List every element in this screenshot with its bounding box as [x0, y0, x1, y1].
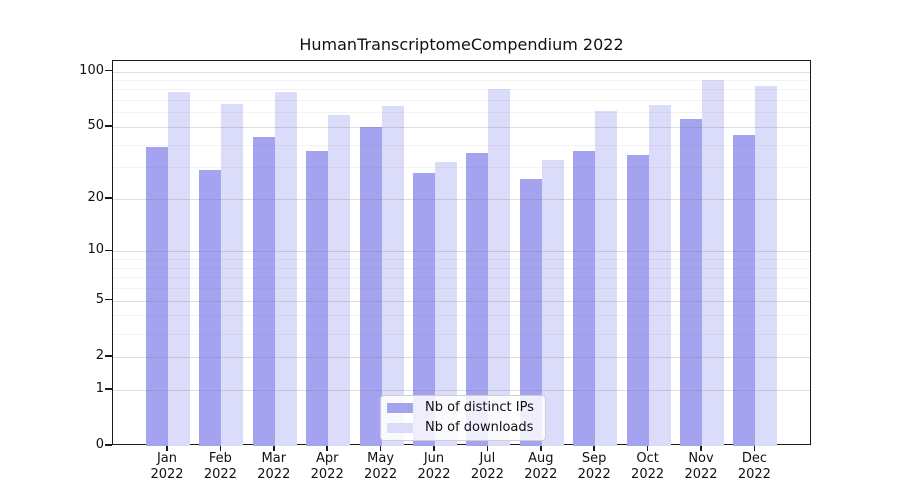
bar-nb-of-downloads-feb-2022 — [221, 103, 244, 446]
bar-nb-of-distinct-ips-jul-2022 — [466, 153, 489, 446]
legend-label-distinct-ips: Nb of distinct IPs — [425, 400, 534, 415]
x-tick-label-jun: Jun 2022 — [417, 451, 451, 482]
bar-nb-of-downloads-mar-2022 — [274, 92, 297, 446]
y-tick-label-20: 20 — [87, 189, 104, 205]
y-tick-mark-20 — [105, 197, 112, 199]
x-tick-label-sep: Sep 2022 — [577, 451, 611, 482]
x-tick-mark-jan — [166, 445, 168, 451]
bars-layer — [113, 61, 810, 446]
legend-swatch-distinct-ips — [387, 403, 413, 413]
y-tick-label-0: 0 — [95, 437, 104, 452]
x-tick-mark-dec — [753, 445, 756, 451]
y-tick-label-1: 1 — [95, 380, 104, 396]
legend-label-downloads: Nb of downloads — [425, 420, 534, 435]
x-tick-label-jan: Jan 2022 — [150, 451, 184, 482]
bar-nb-of-downloads-jan-2022 — [168, 92, 190, 446]
bar-nb-of-downloads-jul-2022 — [488, 89, 511, 446]
x-tick-mark-aug — [540, 445, 542, 451]
x-tick-label-dec: Dec 2022 — [737, 451, 771, 482]
y-tick-mark-100 — [105, 69, 112, 72]
bar-nb-of-distinct-ips-aug-2022 — [519, 178, 542, 446]
x-tick-mark-mar — [273, 445, 275, 451]
x-tick-label-mar: Mar 2022 — [257, 451, 291, 482]
legend-swatch-downloads — [387, 423, 413, 433]
y-tick-label-50: 50 — [87, 117, 104, 133]
y-tick-mark-50 — [105, 125, 112, 127]
bar-nb-of-distinct-ips-oct-2022 — [626, 155, 649, 446]
bar-nb-of-distinct-ips-nov-2022 — [680, 119, 702, 446]
y-tick-label-10: 10 — [87, 242, 104, 258]
bar-nb-of-downloads-nov-2022 — [702, 79, 724, 446]
x-tick-mark-jul — [486, 445, 489, 451]
x-tick-mark-nov — [700, 445, 702, 451]
x-tick-mark-jun — [433, 445, 435, 451]
x-tick-mark-apr — [326, 445, 328, 451]
y-tick-mark-2 — [105, 355, 112, 357]
bar-nb-of-downloads-apr-2022 — [328, 115, 351, 446]
x-tick-mark-oct — [646, 445, 649, 451]
bar-nb-of-distinct-ips-jan-2022 — [146, 146, 168, 446]
legend-item-downloads: Nb of downloads — [387, 420, 537, 436]
legend: Nb of distinct IPs Nb of downloads — [380, 395, 546, 441]
x-tick-label-may: May 2022 — [364, 451, 398, 482]
chart-title: HumanTranscriptomeCompendium 2022 — [299, 35, 624, 54]
x-tick-label-nov: Nov 2022 — [684, 451, 718, 482]
x-tick-mark-may — [379, 445, 382, 451]
y-tick-mark-0 — [105, 444, 112, 446]
x-tick-label-feb: Feb 2022 — [203, 451, 237, 482]
y-tick-label-5: 5 — [95, 291, 104, 307]
y-tick-label-2: 2 — [95, 347, 104, 363]
bar-nb-of-downloads-sep-2022 — [595, 111, 618, 446]
x-tick-label-jul: Jul 2022 — [470, 451, 504, 482]
bar-nb-of-distinct-ips-mar-2022 — [252, 137, 275, 446]
bar-nb-of-downloads-jun-2022 — [435, 162, 457, 446]
x-tick-mark-sep — [593, 445, 595, 451]
bar-nb-of-downloads-oct-2022 — [648, 104, 671, 446]
y-tick-mark-1 — [105, 388, 112, 390]
y-tick-mark-10 — [105, 249, 112, 252]
plot-area: Nb of distinct IPs Nb of downloads — [112, 60, 811, 446]
x-tick-label-apr: Apr 2022 — [310, 451, 344, 482]
y-tick-mark-5 — [105, 298, 112, 301]
x-tick-label-aug: Aug 2022 — [524, 451, 558, 482]
bar-nb-of-distinct-ips-sep-2022 — [573, 150, 596, 446]
bar-nb-of-distinct-ips-may-2022 — [359, 126, 382, 446]
bar-nb-of-downloads-aug-2022 — [541, 159, 564, 446]
bar-nb-of-distinct-ips-jun-2022 — [413, 172, 435, 446]
x-tick-mark-feb — [219, 445, 222, 451]
y-tick-label-100: 100 — [79, 62, 104, 78]
bar-nb-of-downloads-may-2022 — [381, 106, 404, 446]
bar-nb-of-distinct-ips-apr-2022 — [306, 150, 329, 446]
bar-nb-of-distinct-ips-dec-2022 — [733, 135, 756, 446]
bar-nb-of-distinct-ips-feb-2022 — [199, 170, 222, 446]
bar-nb-of-downloads-dec-2022 — [755, 85, 778, 446]
x-tick-label-oct: Oct 2022 — [631, 451, 665, 482]
legend-item-distinct-ips: Nb of distinct IPs — [387, 400, 537, 416]
